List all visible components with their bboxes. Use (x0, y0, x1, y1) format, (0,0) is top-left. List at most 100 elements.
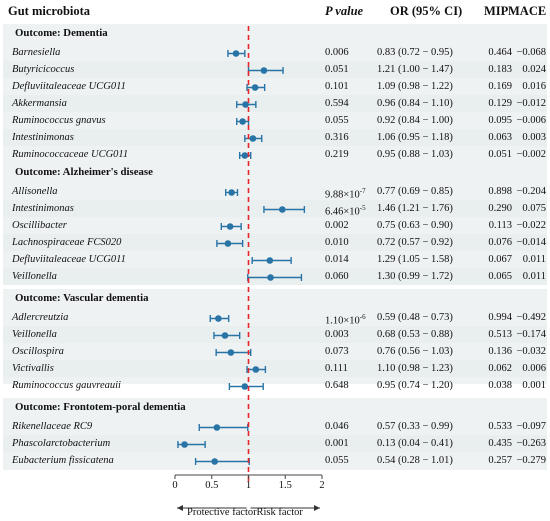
p-value: 0.003 (325, 329, 349, 340)
risk-factor-label: Risk factor (256, 507, 303, 518)
point-estimate (232, 50, 240, 57)
mace-value: 0.075 (522, 203, 546, 214)
mip-value: 0.062 (488, 363, 512, 374)
odds-ratio-ci: 0.57 (0.33 − 0.99) (377, 421, 453, 432)
p-value: 0.002 (325, 220, 349, 231)
point-estimate (242, 101, 249, 108)
mip-value: 0.435 (488, 438, 512, 449)
mace-value: −0.204 (516, 186, 546, 197)
header-or-ci: OR (95% CI) (390, 4, 463, 18)
odds-ratio-ci: 0.83 (0.72 − 0.95) (377, 47, 453, 58)
x-tick-label: 1.5 (278, 480, 292, 491)
point-estimate (267, 274, 274, 281)
mip-value: 0.994 (488, 312, 512, 323)
row-stripe (3, 360, 547, 377)
p-value: 0.001 (325, 438, 349, 449)
mip-value: 0.063 (488, 132, 512, 143)
point-estimate (252, 366, 260, 373)
odds-ratio-ci: 0.95 (0.74 − 1.20) (377, 380, 453, 391)
point-estimate (211, 458, 218, 465)
point-estimate (215, 315, 222, 322)
point-estimate (249, 135, 257, 142)
p-value-exponent: -7 (359, 187, 366, 195)
taxon-name: Oscillospira (12, 346, 64, 357)
mace-value: −0.012 (516, 98, 546, 109)
odds-ratio-ci: 0.13 (0.04 − 0.41) (377, 438, 453, 449)
taxon-name: Rikenellaceae RC9 (12, 421, 93, 432)
point-estimate (181, 441, 188, 448)
p-value: 0.648 (325, 380, 349, 391)
mace-value: −0.492 (516, 312, 546, 323)
odds-ratio-ci: 1.10 (0.98 − 1.23) (377, 363, 453, 374)
mace-value: −0.006 (516, 115, 546, 126)
taxon-name: Ruminococcus gauvreauii (12, 380, 121, 391)
p-value: 6.46×10-5 (325, 204, 366, 218)
odds-ratio-ci: 1.29 (1.05 − 1.58) (377, 254, 453, 265)
p-value: 0.101 (325, 81, 349, 92)
x-tick-label: 0 (172, 480, 178, 491)
mip-value: 0.051 (488, 149, 512, 160)
protective-arrowhead (177, 505, 183, 511)
mace-value: 0.006 (522, 363, 546, 374)
x-tick-label: 2 (319, 480, 325, 491)
odds-ratio-ci: 1.21 (1.00 − 1.47) (377, 64, 453, 75)
odds-ratio-ci: 1.09 (0.98 − 1.22) (377, 81, 453, 92)
taxon-name: Defluviitaleaceae UCG011 (12, 81, 126, 92)
odds-ratio-ci: 0.76 (0.56 − 1.03) (377, 346, 453, 357)
point-estimate (260, 67, 268, 74)
p-value: 0.010 (325, 237, 349, 248)
taxon-name: Defluviitaleaceae UCG011 (12, 254, 126, 265)
odds-ratio-ci: 0.75 (0.63 − 0.90) (377, 220, 453, 231)
odds-ratio-ci: 0.68 (0.53 − 0.88) (377, 329, 453, 340)
row-stripe (3, 61, 547, 78)
mace-value: −0.263 (516, 438, 546, 449)
taxon-name: Ruminococcaceae UCG011 (12, 149, 129, 160)
group-band (3, 163, 547, 277)
header-mace: MACE (508, 4, 547, 18)
point-estimate (228, 189, 235, 196)
taxon-name: Allisonella (12, 186, 58, 197)
p-value-exponent: -6 (359, 313, 366, 321)
point-estimate (266, 257, 274, 264)
point-estimate (224, 240, 232, 247)
mace-value: −0.279 (516, 455, 546, 466)
p-value: 0.051 (325, 64, 349, 75)
taxon-name: Ruminococcus gnavus (12, 115, 106, 126)
outcome-heading: Outcome: Alzheimer's disease (15, 166, 153, 178)
mace-value: 0.003 (522, 132, 546, 143)
p-value: 0.060 (325, 271, 349, 282)
point-estimate (241, 383, 249, 390)
mip-value: 0.257 (488, 455, 512, 466)
row-stripe (3, 200, 547, 217)
taxon-name: Akkermansia (12, 98, 67, 109)
p-value: 9.88×10-7 (325, 187, 366, 201)
taxon-name: Butyricicoccus (12, 64, 75, 75)
point-estimate (279, 206, 286, 213)
taxon-name: Phascolarctobacterium (12, 438, 111, 449)
mace-value: −0.097 (516, 421, 546, 432)
mip-value: 0.533 (488, 421, 512, 432)
taxon-name: Adlercreutzia (12, 312, 69, 323)
p-value: 0.055 (325, 115, 349, 126)
header-p-value: P value (325, 4, 364, 18)
risk-arrowhead (314, 505, 320, 511)
point-estimate (221, 332, 229, 339)
mip-value: 0.464 (488, 47, 512, 58)
point-estimate (239, 118, 246, 125)
mace-value: −0.022 (516, 220, 546, 231)
point-estimate (213, 424, 221, 431)
mace-value: 0.016 (522, 81, 546, 92)
taxon-name: Veillonella (12, 329, 57, 340)
mip-value: 0.038 (488, 380, 512, 391)
mip-value: 0.290 (488, 203, 512, 214)
row-stripe (3, 435, 547, 452)
row-stripe (3, 129, 547, 146)
odds-ratio-ci: 0.92 (0.84 − 1.00) (377, 115, 453, 126)
odds-ratio-ci: 1.06 (0.95 − 1.18) (377, 132, 453, 143)
mip-value: 0.898 (488, 186, 512, 197)
mip-value: 0.136 (488, 346, 512, 357)
taxon-name: Victivallis (12, 363, 54, 374)
odds-ratio-ci: 1.46 (1.21 − 1.76) (377, 203, 453, 214)
mip-value: 0.169 (488, 81, 512, 92)
